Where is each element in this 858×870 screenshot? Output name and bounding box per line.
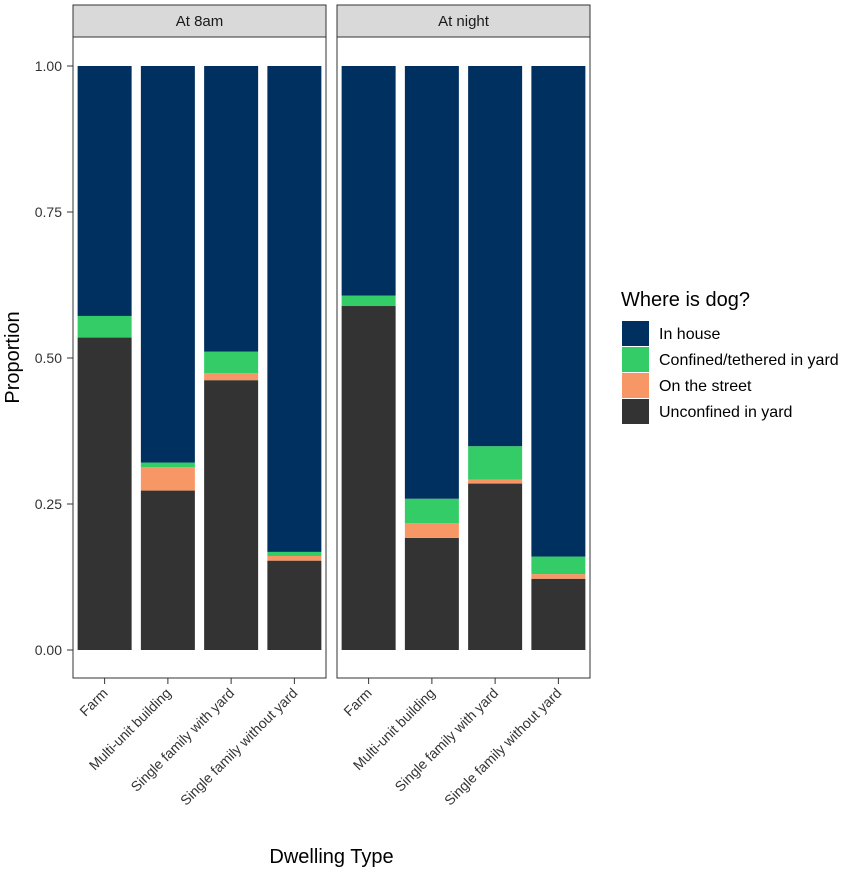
bar-segment	[204, 380, 259, 650]
facet-strip	[72, 4, 327, 38]
x-tick-label: Single family without yard	[177, 685, 301, 809]
panel-border	[336, 36, 591, 679]
legend-key	[622, 321, 649, 346]
bar-segment	[531, 578, 586, 650]
y-tick-label: 0.75	[35, 204, 62, 220]
facet-strip-label: At night	[438, 13, 490, 30]
facet-strip-label: At 8am	[176, 13, 224, 30]
bar-segment	[77, 315, 132, 338]
bar-segment	[468, 446, 523, 480]
legend-key	[622, 347, 649, 372]
y-tick-label: 1.00	[35, 58, 62, 74]
bar-segment	[267, 66, 322, 552]
y-axis-title: Proportion	[2, 311, 24, 403]
panel-border	[72, 36, 327, 679]
bar-segment	[140, 462, 195, 468]
bar-segment	[468, 479, 523, 484]
x-axis-title: Dwelling Type	[269, 846, 393, 868]
x-tick-label: Farm	[76, 685, 110, 719]
legend-label: On the street	[659, 378, 752, 395]
bar-segment	[77, 66, 132, 316]
x-tick-label: Farm	[340, 685, 374, 719]
bar-segment	[204, 351, 259, 374]
bar-segment	[140, 490, 195, 650]
bar-segment	[341, 306, 396, 650]
x-tick-label: Single family with yard	[127, 685, 237, 795]
legend-key	[622, 399, 649, 424]
bar-segment	[204, 373, 259, 381]
bar-segment	[341, 295, 396, 307]
bar-segment	[140, 66, 195, 463]
x-tick-label: Single family without yard	[441, 685, 565, 809]
facet-strip	[336, 4, 591, 38]
legend-label: Confined/tethered in yard	[659, 352, 839, 369]
bar-segment	[531, 574, 586, 579]
bar-segment	[468, 483, 523, 650]
legend-label: Unconfined in yard	[659, 404, 792, 421]
bar-segment	[468, 66, 523, 447]
bar-segment	[204, 66, 259, 352]
bar-segment	[404, 498, 459, 524]
bar-segment	[531, 556, 586, 575]
bar-segment	[341, 66, 396, 296]
bar-segment	[404, 66, 459, 499]
y-tick-label: 0.50	[35, 350, 62, 366]
legend-label: In house	[659, 326, 720, 343]
legend-key	[622, 373, 649, 398]
y-tick-label: 0.25	[35, 496, 62, 512]
bar-segment	[267, 551, 322, 556]
bar-segment	[140, 467, 195, 491]
bar-segment	[267, 560, 322, 650]
y-tick-label: 0.00	[35, 642, 62, 658]
bar-segment	[531, 66, 586, 557]
bar-segment	[404, 537, 459, 650]
bar-segment	[267, 555, 322, 561]
bar-segment	[77, 337, 132, 650]
legend-title: Where is dog?	[621, 289, 750, 311]
bar-segment	[404, 523, 459, 538]
x-tick-label: Single family with yard	[391, 685, 501, 795]
